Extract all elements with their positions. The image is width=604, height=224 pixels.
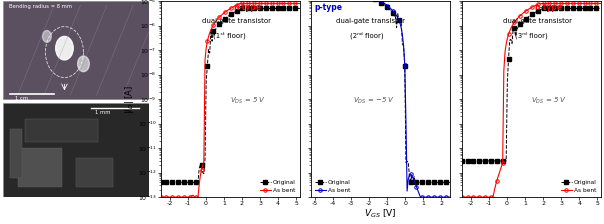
Legend: Original, As bent: Original, As bent	[560, 179, 598, 194]
Text: $V_{DS}$ = 5 V: $V_{DS}$ = 5 V	[230, 96, 266, 106]
Bar	[25, 119, 98, 142]
Text: 1 cm: 1 cm	[14, 96, 28, 101]
Bar	[76, 158, 113, 187]
Bar	[3, 103, 149, 197]
Legend: Original, As bent: Original, As bent	[259, 179, 297, 194]
Circle shape	[77, 56, 89, 72]
Text: dual-gate transistor: dual-gate transistor	[504, 18, 573, 24]
Text: (3ʳᵈ floor): (3ʳᵈ floor)	[515, 32, 547, 39]
Y-axis label: $|I_D|$ [A]: $|I_D|$ [A]	[123, 85, 136, 114]
Circle shape	[56, 36, 73, 60]
Text: $V_{DS}$ = 5 V: $V_{DS}$ = 5 V	[532, 96, 567, 106]
Bar	[18, 148, 62, 187]
Bar	[3, 1, 149, 99]
Text: (1ˢᵗ floor): (1ˢᵗ floor)	[213, 32, 246, 39]
Circle shape	[42, 30, 51, 42]
Text: $V_{DS}$ = $-$5 V: $V_{DS}$ = $-$5 V	[353, 96, 395, 106]
Text: dual-gate transistor: dual-gate transistor	[336, 18, 405, 24]
Text: Bending radius = 8 mm: Bending radius = 8 mm	[9, 4, 72, 9]
X-axis label: $V_{GS}$ [V]: $V_{GS}$ [V]	[364, 208, 397, 220]
Text: 1 mm: 1 mm	[95, 110, 111, 115]
Text: dual-gate transistor: dual-gate transistor	[202, 18, 271, 24]
Text: n-type: n-type	[233, 3, 261, 12]
Bar	[10, 129, 22, 177]
Text: (2ⁿᵈ floor): (2ⁿᵈ floor)	[350, 32, 384, 39]
Legend: Original, As bent: Original, As bent	[314, 179, 352, 194]
Text: n-type: n-type	[534, 3, 562, 12]
Text: p-type: p-type	[314, 3, 342, 12]
